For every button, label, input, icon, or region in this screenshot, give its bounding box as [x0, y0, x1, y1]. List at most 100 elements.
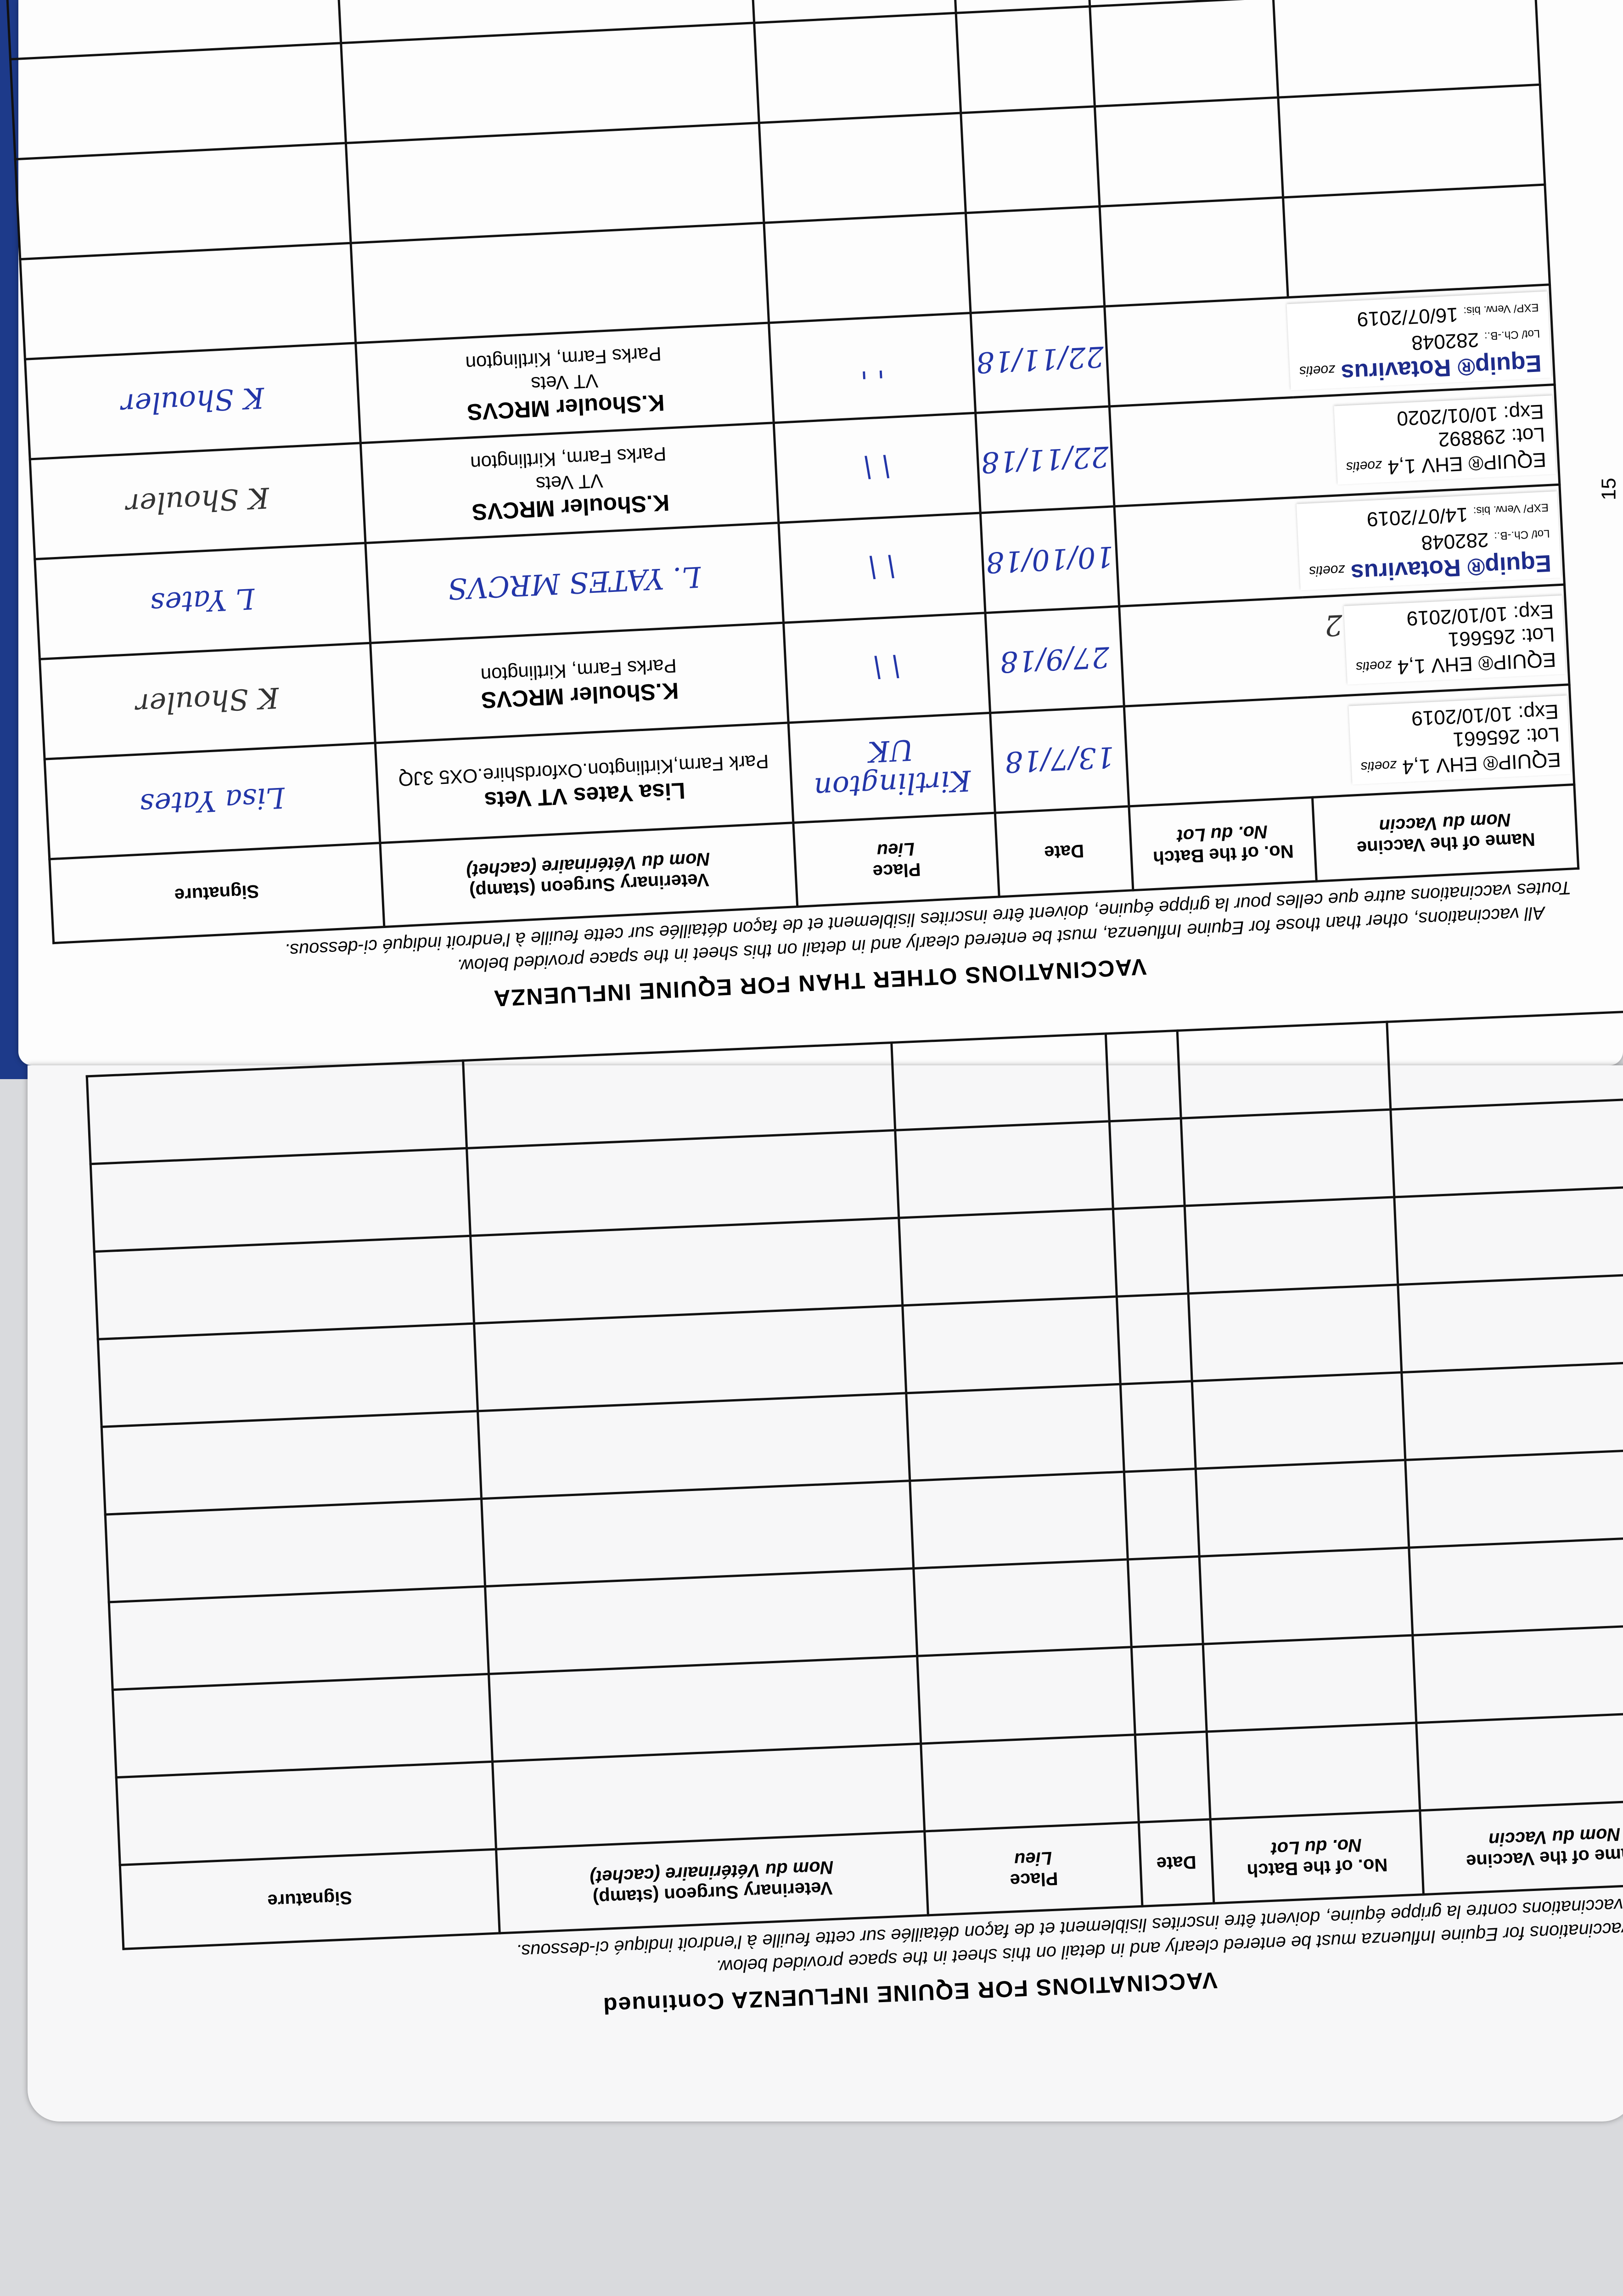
exp-label: Exp:: [1512, 600, 1554, 625]
vaccine-name: EQUIP® EHV 1,4: [1387, 448, 1547, 478]
vaccine-cell: [1409, 1536, 1623, 1636]
vaccine-sticker: Equip® Rotavirus zoetis Lot/ Ch.-B.: 2820…: [1297, 491, 1561, 591]
header-batch: No. of the Batch No. du Lot: [1129, 797, 1317, 890]
signature-cell: [105, 1498, 485, 1602]
vaccination-table: Name of the Vaccine Nom du Vaccin No. of …: [86, 1009, 1623, 1950]
place-cell: [891, 1033, 1110, 1131]
date-cell: [966, 206, 1105, 313]
handwritten-note: 2: [1323, 608, 1343, 643]
date-cell: [1117, 1293, 1192, 1384]
signature-cell: [98, 1323, 478, 1427]
header-name: Name of the Vaccine Nom du Vaccin: [1420, 1799, 1623, 1895]
date-cell: [1109, 1118, 1185, 1209]
vet-stamp: K.Shouler MRCVS VT Vets Parks Farm, Kirtli…: [359, 337, 770, 429]
place-cell: [906, 1384, 1124, 1481]
batch-cell: [1203, 1635, 1416, 1732]
date-cell: [1135, 1732, 1211, 1823]
vaccine-cell: [1283, 185, 1550, 298]
signature-cell: [15, 143, 351, 259]
vaccine-cell: [1390, 1098, 1623, 1197]
vet-cell: K.Shouler MRCVS Parks Farm, Kirtlington: [370, 623, 788, 743]
batch-cell: [1196, 1460, 1409, 1557]
vet-cell: [466, 1130, 899, 1236]
signature-cell: L Yates: [34, 543, 371, 659]
signature-cell: Lisa Yates: [45, 743, 380, 859]
vet-cell: K.Shouler MRCVS VT Vets Parks Farm, Kirtli…: [360, 422, 779, 543]
date-cell: [960, 106, 1100, 213]
place-cell: [902, 1296, 1121, 1393]
vaccine-sticker: EQUIP® EHV 1,4 zoetis Lot: 265661 Exp: 10/…: [1343, 595, 1566, 685]
lower-page: [28, 1065, 1623, 2122]
date-cell: 10/10/18: [980, 506, 1119, 613]
vaccine-name: Equip® Rotavirus: [1350, 550, 1552, 586]
signature-cell: [112, 1674, 493, 1778]
header-signature: Signature: [120, 1849, 500, 1949]
equine-influenza-sheet: VACCINATIONS FOR EQUINE INFLUENZA Contin…: [86, 1010, 1623, 2043]
vaccine-sticker: EQUIP® EHV 1,4 zoetis Lot: 265661 Exp: 10/…: [1348, 695, 1571, 785]
place-cell: [895, 1121, 1113, 1218]
vaccination-table: Name of the Vaccine Nom du Vaccin No. of …: [4, 0, 1579, 944]
page-number: 15: [1597, 478, 1620, 501]
place-cell: [754, 13, 961, 123]
other-vaccinations-sheet: VACCINATIONS OTHER THAN FOR EQUINE INFLU…: [5, 0, 1584, 1038]
vet-cell: [474, 1305, 906, 1411]
lot-label: Lot:: [1511, 423, 1546, 447]
lot-label: Lot:: [1525, 723, 1561, 747]
header-place: Place Lieu: [924, 1822, 1143, 1915]
vet-cell: [477, 1393, 910, 1499]
place-cell: [913, 1559, 1132, 1656]
brand-suffix: zoetis: [1355, 658, 1393, 675]
place-cell: [899, 1209, 1117, 1306]
vet-cell: [489, 1656, 921, 1762]
place-cell: [910, 1472, 1128, 1569]
vaccine-name: Equip® Rotavirus: [1340, 349, 1542, 387]
place-cell: \ \: [773, 413, 981, 523]
batch-cell: [1192, 1372, 1405, 1469]
date-cell: [1124, 1469, 1200, 1559]
vaccine-cell: [1401, 1361, 1623, 1460]
lot-number: 265661: [1447, 625, 1516, 651]
signature-cell: [90, 1148, 471, 1252]
signature-cell: [10, 43, 346, 159]
batch-cell: [1207, 1722, 1420, 1819]
date-cell: 22/11/18: [971, 306, 1110, 413]
exp-label: EXP/ Verw. bis:: [1463, 301, 1539, 318]
vet-cell: [341, 23, 759, 143]
vaccine-sticker: Equip® Rotavirus zoetis Lot/ Ch.-B.: 2820…: [1286, 292, 1551, 391]
date-cell: [1128, 1556, 1203, 1647]
signature-cell: [87, 1060, 467, 1164]
place-cell: [921, 1734, 1139, 1831]
date-cell: [1106, 1030, 1181, 1121]
signature-cell: K Shouler: [25, 343, 361, 459]
signature-cell: [116, 1761, 496, 1865]
signature-cell: [94, 1236, 474, 1339]
vet-cell: K.Shouler MRCVS VT Vets Parks Farm, Kirtli…: [355, 322, 774, 443]
header-place: Place Lieu: [793, 813, 1000, 907]
place-cell: [917, 1647, 1135, 1744]
date-cell: [1120, 1381, 1196, 1472]
place-cell: \ \: [783, 613, 990, 723]
brand-suffix: zoetis: [1360, 757, 1397, 775]
batch-cell: [1188, 1284, 1402, 1381]
signature-cell: [101, 1411, 482, 1515]
vet-handwritten: L. YATES MRCVS: [447, 560, 702, 606]
lot-number: 265661: [1452, 725, 1521, 751]
vaccine-name: EQUIP® EHV 1,4: [1397, 648, 1557, 679]
header-vet: Veterinary Surgeon (stamp) Nom du Vétérin…: [496, 1831, 928, 1933]
batch-cell: [1181, 1109, 1394, 1206]
vet-cell: [463, 1042, 895, 1148]
vet-cell: [481, 1480, 914, 1587]
vet-cell: [492, 1744, 925, 1850]
lot-label: Lot:: [1520, 623, 1556, 647]
vaccine-cell: [1273, 0, 1540, 98]
exp-label: Exp:: [1517, 700, 1559, 725]
exp-label: EXP/ Verw. bis:: [1473, 501, 1549, 518]
vaccine-cell: [1416, 1711, 1623, 1811]
batch-cell: [1095, 97, 1283, 207]
brand-suffix: zoetis: [1346, 457, 1382, 475]
signature-cell: K Shouler: [30, 443, 365, 559]
date-cell: [1131, 1644, 1207, 1735]
batch-cell: [1199, 1548, 1413, 1644]
lot-label: Lot/ Ch.-B.:: [1494, 527, 1550, 543]
brand-suffix: zoetis: [1299, 362, 1336, 379]
